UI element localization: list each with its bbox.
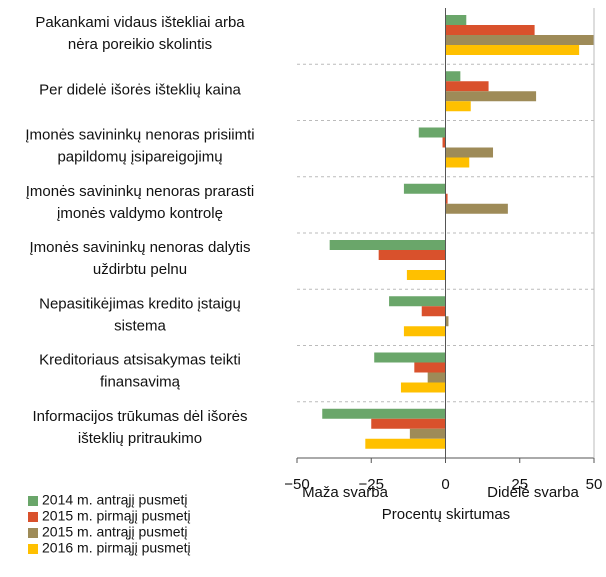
x-tick-label: 25	[511, 476, 528, 493]
bar	[445, 25, 535, 35]
category-label: Informacijos trūkumas dėl išorės	[32, 408, 247, 425]
bar	[445, 81, 489, 92]
bar	[445, 101, 471, 112]
bar	[365, 438, 446, 449]
category-label: papildomų įsipareigojimų	[57, 149, 222, 166]
category-label: įmonės valdymo kontrolę	[57, 205, 223, 222]
legend-swatch	[28, 512, 38, 522]
bar	[409, 428, 446, 439]
bar	[445, 316, 449, 327]
category-label: išteklių pritraukimo	[78, 430, 202, 447]
bar	[400, 382, 446, 393]
legend-label: 2015 m. antrąjį pusmetį	[42, 524, 188, 540]
category-label: Įmonės savininkų nenoras dalytis	[30, 239, 251, 256]
category-label: nėra poreikio skolintis	[68, 36, 212, 53]
bar	[374, 352, 446, 363]
x-label-left: Maža svarba	[302, 484, 389, 501]
bar	[414, 362, 446, 373]
category-label: sistema	[114, 317, 166, 334]
category-label: Įmonės savininkų nenoras prisiimti	[25, 127, 254, 144]
bar	[389, 296, 446, 307]
legend-label: 2014 m. antrąjį pusmetį	[42, 492, 188, 508]
legend-swatch	[28, 544, 38, 554]
bar	[406, 270, 446, 280]
bar	[445, 71, 461, 82]
bar	[445, 45, 580, 55]
bar	[418, 127, 446, 138]
category-label: Per didelė išorės išteklių kaina	[39, 81, 241, 98]
x-tick-label: −25	[359, 476, 384, 493]
legend-swatch	[28, 528, 38, 538]
bar	[445, 157, 470, 168]
bar	[322, 408, 446, 419]
x-tick-label: 0	[441, 476, 449, 493]
bar	[445, 193, 448, 204]
bar	[403, 326, 446, 337]
bar	[378, 250, 446, 260]
bar	[445, 147, 494, 158]
category-label: finansavimą	[100, 374, 181, 391]
bar	[445, 203, 508, 214]
bar	[403, 183, 446, 194]
bar	[427, 372, 446, 383]
bar	[442, 137, 446, 148]
bar	[371, 418, 446, 429]
category-label: uždirbtu pelnu	[93, 261, 187, 278]
x-label-right: Didelė svarba	[487, 484, 579, 501]
bar	[329, 240, 446, 250]
category-label: Pakankami vidaus ištekliai arba	[35, 14, 245, 31]
legend-label: 2016 m. pirmąjį pusmetį	[42, 540, 191, 556]
bar	[445, 15, 467, 25]
bar	[445, 91, 537, 102]
bar	[421, 306, 446, 317]
legend-swatch	[28, 496, 38, 506]
legend-label: 2015 m. pirmąjį pusmetį	[42, 508, 191, 524]
x-axis-title: Procentų skirtumas	[382, 506, 510, 523]
category-label: Nepasitikėjimas kredito įstaigų	[39, 295, 241, 312]
x-tick-label: −50	[284, 476, 309, 493]
bar	[445, 35, 594, 45]
category-label: Kreditoriaus atsisakymas teikti	[39, 352, 241, 369]
x-tick-label: 50	[586, 476, 603, 493]
category-label: Įmonės savininkų nenoras prarasti	[26, 183, 254, 200]
